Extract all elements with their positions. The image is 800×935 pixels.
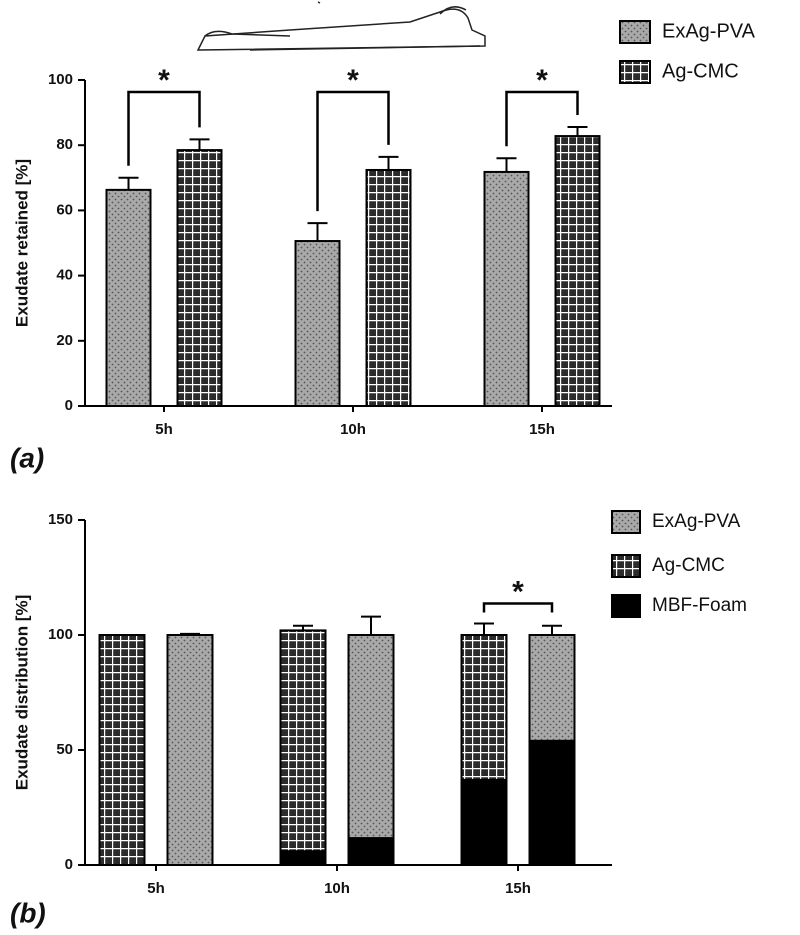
panel-label: (b) [10,897,46,928]
x-tick-label: 15h [505,880,531,897]
significance-label: * [158,64,170,97]
significance-bracket [316,90,390,212]
y-tick-label: 50 [56,741,73,758]
y-tick-label: 60 [56,201,73,218]
bar-segment [347,837,395,867]
y-tick-label: 0 [65,397,73,414]
bar-segment [460,634,508,781]
legend-swatch [619,20,651,44]
bar-segment [528,634,576,742]
legend-swatch [611,554,641,578]
y-tick-label: 20 [56,332,73,349]
legend-label: MBF-Foam [652,595,747,616]
bar [554,135,601,408]
y-tick-label: 80 [56,136,73,153]
legend-label: Ag-CMC [662,60,739,82]
significance-label: * [536,64,548,97]
legend-swatch [611,594,641,618]
x-tick-label: 5h [155,421,173,438]
bar-segment [347,634,395,840]
x-tick-label: 10h [340,421,366,438]
significance-bracket [127,90,201,166]
y-axis-label: Exudate distribution [%] [12,595,31,791]
bar [294,240,341,407]
legend-swatch [619,60,651,84]
y-tick-label: 150 [48,511,73,528]
bar-segment [460,778,508,867]
y-axis-label: Exudate retained [%] [12,159,31,327]
legend-label: Ag-CMC [652,555,725,576]
bar [176,149,223,407]
chart-panel: 0 50 100 150 Exudate distribution [%] (b) 5h 10… [10,510,747,928]
panel-label: (a) [10,442,44,473]
significance-label: * [347,64,359,97]
legend-label: ExAg-PVA [662,20,756,42]
chart-panel: 0 20 40 60 80 100 Exudate retained [%] (a) 5h * 10… [10,20,756,473]
y-tick-label: 100 [48,71,73,88]
y-tick-label: 40 [56,267,73,284]
x-tick-label: 10h [324,880,350,897]
bar [105,188,152,407]
bar-segment [98,634,146,866]
bar-segment [166,634,214,866]
y-tick-label: 0 [65,856,73,873]
significance-bracket [482,602,554,613]
y-tick-label: 100 [48,626,73,643]
legend-label: ExAg-PVA [652,511,741,532]
bar-segment [528,739,576,866]
bar [365,168,412,407]
legend-swatch [611,510,641,534]
patient-icon [196,1,486,51]
bar-segment [279,629,327,853]
bar-segment [279,850,327,867]
x-tick-label: 15h [529,421,555,438]
x-tick-label: 5h [147,880,165,897]
bar [483,170,530,407]
significance-label: * [512,575,524,608]
significance-bracket [505,90,579,147]
